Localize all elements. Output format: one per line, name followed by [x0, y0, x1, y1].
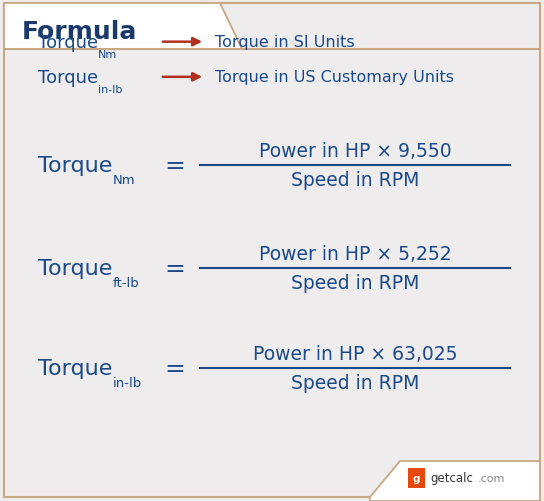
Text: Nm: Nm — [113, 173, 135, 186]
Text: g: g — [413, 473, 421, 483]
Text: Torque in SI Units: Torque in SI Units — [215, 35, 355, 50]
Text: Speed in RPM: Speed in RPM — [291, 170, 419, 189]
Text: .com: .com — [478, 473, 505, 483]
Text: getcalc: getcalc — [430, 471, 473, 484]
Text: =: = — [165, 356, 186, 380]
Text: Torque: Torque — [38, 34, 98, 52]
Text: in-lb: in-lb — [98, 85, 122, 95]
Text: Formula: Formula — [22, 20, 138, 44]
Text: Speed in RPM: Speed in RPM — [291, 273, 419, 292]
Polygon shape — [370, 461, 540, 501]
Text: Torque: Torque — [38, 155, 113, 175]
Text: Torque: Torque — [38, 258, 113, 278]
Text: Torque: Torque — [38, 358, 113, 378]
Text: =: = — [165, 153, 186, 177]
Text: =: = — [165, 256, 186, 280]
Text: Torque in US Customary Units: Torque in US Customary Units — [215, 70, 454, 85]
Polygon shape — [4, 4, 242, 50]
Text: Torque: Torque — [38, 69, 98, 87]
Text: in-lb: in-lb — [113, 376, 142, 389]
Text: Speed in RPM: Speed in RPM — [291, 373, 419, 392]
Text: Power in HP × 5,252: Power in HP × 5,252 — [259, 244, 452, 263]
Text: Power in HP × 63,025: Power in HP × 63,025 — [253, 344, 458, 363]
Bar — [408, 468, 425, 488]
Text: Power in HP × 9,550: Power in HP × 9,550 — [259, 141, 452, 160]
Text: Nm: Nm — [98, 50, 118, 60]
Text: ft-lb: ft-lb — [113, 276, 140, 289]
